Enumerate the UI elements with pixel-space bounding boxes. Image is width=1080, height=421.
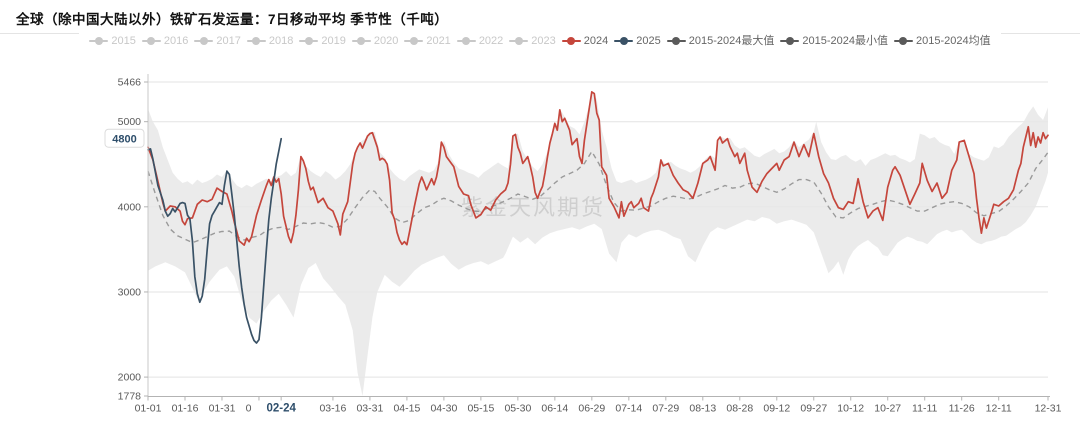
- legend-item-2016[interactable]: 2016: [141, 32, 189, 50]
- legend-marker-icon: [141, 37, 161, 46]
- x-axis-label: 12-31: [1035, 403, 1062, 415]
- current-value-label: 4800: [112, 134, 136, 146]
- legend-item-2019[interactable]: 2019: [299, 32, 346, 50]
- legend-label: 2015: [111, 35, 136, 47]
- x-axis-label: 09-12: [763, 403, 790, 415]
- legend-marker-icon: [780, 37, 800, 46]
- legend: 2015 2016 2017 2018 2019 2020 2021 2022 2023 2024…: [0, 30, 1080, 52]
- y-axis-label: 5466: [118, 77, 142, 89]
- legend-marker-icon: [194, 37, 214, 46]
- legend-item-2015[interactable]: 2015: [89, 32, 136, 50]
- page-title: 全球（除中国大陆以外）铁矿石发运量：7日移动平均 季节性（千吨）: [16, 12, 449, 27]
- x-axis-label: 04-30: [430, 403, 457, 415]
- x-axis-label: 10-12: [837, 403, 864, 415]
- legend-marker-icon: [246, 37, 266, 46]
- legend-marker-icon: [666, 37, 686, 46]
- legend-items: 2015 2016 2017 2018 2019 2020 2021 2022 2023 2024…: [79, 30, 1001, 52]
- legend-marker-icon: [404, 37, 424, 46]
- legend-label: 2015-2024均值: [915, 35, 991, 47]
- x-axis-label: 07-29: [652, 403, 679, 415]
- legend-item-2021[interactable]: 2021: [404, 32, 451, 50]
- x-axis-label: 12-11: [986, 403, 1012, 415]
- x-axis-label: 07-14: [615, 403, 642, 415]
- legend-marker-icon: [509, 37, 529, 46]
- x-axis-label: 08-28: [726, 403, 753, 415]
- x-axis-label: 06-14: [541, 403, 568, 415]
- x-axis-label: 03-16: [319, 403, 346, 415]
- y-axis-label: 4000: [118, 201, 142, 213]
- x-axis-label: 03-31: [356, 403, 383, 415]
- legend-item-2017[interactable]: 2017: [194, 32, 241, 50]
- legend-label: 2025: [636, 35, 661, 47]
- legend-label: 2017: [216, 35, 241, 47]
- legend-item-2025[interactable]: 2025: [614, 32, 661, 50]
- legend-label: 2020: [373, 35, 399, 47]
- current-date-label: 02-24: [266, 403, 296, 415]
- x-axis-label: 11-26: [949, 403, 975, 415]
- legend-label: 2021: [426, 35, 451, 47]
- legend-label: 2015-2024最大值: [688, 35, 775, 47]
- legend-item-2020[interactable]: 2020: [351, 32, 399, 50]
- x-axis-label: 01-31: [209, 403, 236, 415]
- x-axis-label: 01-16: [172, 403, 199, 415]
- y-axis-label: 5000: [118, 116, 142, 128]
- line-2025: [147, 137, 283, 344]
- x-axis-label: 08-13: [689, 403, 716, 415]
- legend-label: 2016: [163, 35, 189, 47]
- legend-item-2018[interactable]: 2018: [246, 32, 294, 50]
- x-axis-label: 04-15: [393, 403, 420, 415]
- legend-marker-icon: [614, 37, 634, 46]
- minmax-band: [148, 91, 1048, 396]
- legend-label: 2024: [583, 35, 609, 47]
- legend-marker-icon: [456, 37, 476, 46]
- legend-marker-icon: [351, 37, 371, 46]
- legend-item-2023[interactable]: 2023: [509, 32, 556, 50]
- legend-label: 2015-2024最小值: [802, 35, 888, 47]
- x-axis-label: 11-11: [912, 403, 937, 415]
- x-axis-label: 06-29: [578, 403, 605, 415]
- current-value-badge: [104, 128, 145, 148]
- x-axis-label: 05-15: [467, 403, 494, 415]
- x-axis-label: 09-27: [800, 403, 827, 415]
- legend-item-2015-2024最大值[interactable]: 2015-2024最大值: [666, 32, 775, 50]
- legend-label: 2023: [531, 35, 556, 47]
- legend-item-2015-2024最小值[interactable]: 2015-2024最小值: [780, 32, 888, 50]
- legend-marker-icon: [893, 37, 913, 46]
- legend-marker-icon: [299, 37, 319, 46]
- legend-label: 2019: [321, 35, 346, 47]
- legend-label: 2018: [268, 35, 294, 47]
- x-axis-label: 01-01: [135, 403, 162, 415]
- legend-label: 2022: [478, 35, 504, 47]
- y-axis-label: 2000: [118, 372, 142, 384]
- x-axis-label: 10-27: [874, 403, 901, 415]
- y-axis-label: 1778: [118, 391, 142, 403]
- x-axis-label: 05-30: [504, 403, 531, 415]
- legend-item-2015-2024均值[interactable]: 2015-2024均值: [893, 32, 991, 50]
- chart-background-layer: [148, 81, 1048, 396]
- mean-line: [147, 150, 1049, 244]
- legend-marker-icon: [561, 37, 581, 46]
- x-axis-label: 0: [246, 403, 252, 415]
- line-2024: [147, 91, 1049, 246]
- legend-item-2024[interactable]: 2024: [561, 32, 609, 50]
- legend-marker-icon: [89, 37, 109, 46]
- legend-item-2022[interactable]: 2022: [456, 32, 504, 50]
- y-axis-label: 3000: [118, 287, 142, 299]
